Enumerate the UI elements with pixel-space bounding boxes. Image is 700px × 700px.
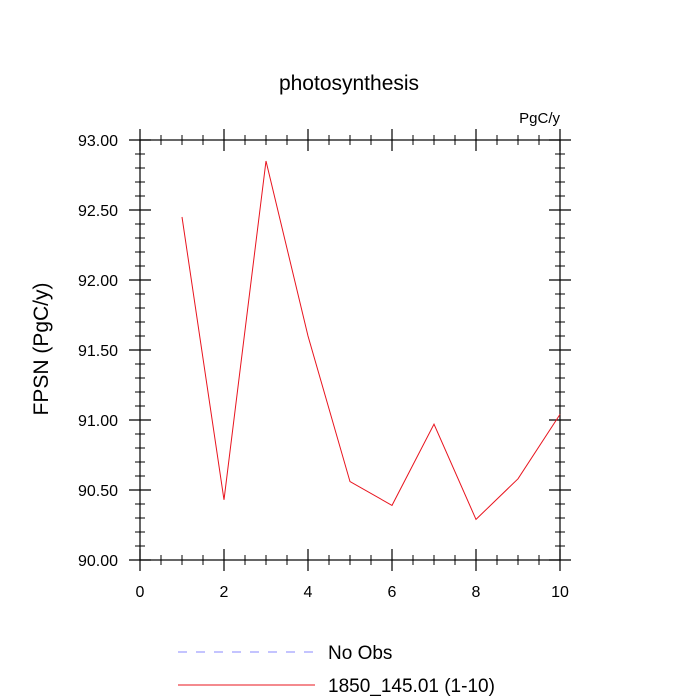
- plot-area: 0 2 4 6 8 10 90.00 90.50 91.00 91.50 92.00 92.50 93.…: [78, 129, 571, 601]
- x-tick-label: 6: [388, 584, 397, 601]
- y-tick-label: 91.50: [78, 343, 118, 360]
- x-tick-label: 8: [472, 584, 481, 601]
- y-tick-label: 90.00: [78, 553, 118, 570]
- y-tick-label: 92.50: [78, 203, 118, 220]
- legend: No Obs 1850_145.01 (1-10): [178, 643, 495, 697]
- y-tick-label: 90.50: [78, 483, 118, 500]
- units-label: PgC/y: [519, 110, 560, 127]
- y-tick-label: 93.00: [78, 133, 118, 150]
- chart-title: photosynthesis: [279, 72, 419, 95]
- x-tick-label: 0: [136, 584, 145, 601]
- series-line: [181, 160, 561, 521]
- x-tick-label: 10: [551, 584, 569, 601]
- y-axis-label: FPSN (PgC/y): [30, 282, 53, 415]
- x-tick-label: 4: [304, 584, 313, 601]
- y-tick-label: 91.00: [78, 413, 118, 430]
- y-tick-label: 92.00: [78, 273, 118, 290]
- plot-frame: [139, 139, 561, 561]
- legend-label: No Obs: [328, 643, 392, 664]
- x-tick-label: 2: [220, 584, 229, 601]
- legend-label: 1850_145.01 (1-10): [328, 676, 495, 697]
